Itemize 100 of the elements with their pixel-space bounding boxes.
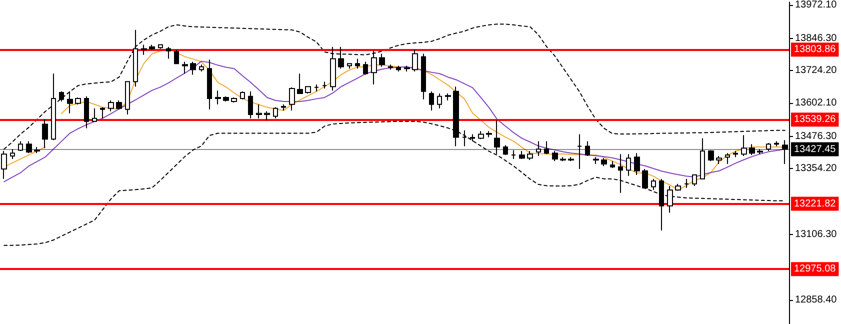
candlestick (593, 156, 599, 164)
candlestick (289, 86, 295, 111)
candlestick (10, 148, 15, 160)
candlestick (716, 156, 722, 164)
candlestick (75, 96, 81, 105)
candlestick (149, 44, 155, 50)
candlestick (445, 93, 451, 101)
candlestick (125, 81, 130, 115)
candlestick (379, 53, 385, 68)
candlestick (347, 63, 352, 70)
candlestick (610, 160, 615, 168)
candlestick (749, 144, 755, 156)
candlestick (618, 154, 623, 194)
candlestick (264, 110, 270, 121)
candlestick (503, 144, 508, 156)
y-tick-label: 13724.20 (795, 65, 838, 76)
ref-line-label: 13221.82 (794, 198, 836, 210)
candlestick (133, 29, 138, 88)
y-tick-label: 13602.10 (795, 98, 838, 109)
candlestick (182, 61, 188, 74)
candlestick (199, 64, 204, 72)
candlestick (215, 90, 221, 105)
y-tick-label: 13354.20 (795, 163, 838, 174)
candlestick (297, 73, 303, 94)
candlestick (256, 104, 262, 119)
candlestick (84, 96, 89, 129)
candlestick (692, 174, 697, 186)
candlestick (577, 134, 582, 170)
candlestick (560, 156, 566, 162)
candlestick (725, 152, 730, 164)
candlestick (363, 61, 368, 76)
candlestick (116, 100, 122, 110)
candlestick (421, 53, 426, 100)
candlestick (388, 64, 393, 70)
candlestick (757, 148, 763, 155)
candlestick (733, 150, 738, 158)
candlestick (92, 108, 97, 122)
ref-line-label: 12975.08 (794, 264, 836, 275)
candlestick (371, 50, 377, 86)
candlestick (51, 73, 56, 141)
candlestick (511, 150, 516, 160)
candlestick (207, 59, 212, 110)
candlestick (322, 81, 327, 89)
candlestick (59, 90, 64, 102)
candlestick (338, 46, 344, 70)
candlestick (355, 58, 360, 70)
y-tick-label: 12858.40 (795, 294, 838, 306)
candlestick (429, 90, 434, 111)
candlestick (141, 44, 147, 56)
candlestick (166, 46, 171, 60)
candlestick (174, 49, 179, 64)
candlestick (766, 142, 771, 152)
candlestick (568, 156, 574, 162)
candlestick (223, 96, 229, 102)
candlestick (281, 104, 286, 111)
candlestick (330, 46, 336, 92)
y-tick-label: 13476.30 (795, 130, 838, 142)
candlestick (527, 150, 533, 161)
candlestick (412, 49, 418, 72)
candlestick (601, 158, 607, 167)
candlestick (108, 100, 114, 112)
candlestick (462, 130, 467, 147)
candlestick (437, 93, 442, 109)
candlestick (626, 154, 631, 176)
candlestick (231, 96, 237, 104)
candlestick (642, 168, 648, 188)
candlestick (248, 90, 253, 119)
y-tick-label: 13846.30 (795, 32, 838, 44)
y-tick-label: 13972.10 (795, 0, 838, 10)
candlestick (519, 150, 525, 160)
ref-line-label: 13427.45 (794, 144, 836, 155)
candlestick (774, 140, 779, 147)
candlestick (708, 150, 714, 162)
candlestick (552, 150, 558, 162)
ref-line-label: 13539.26 (794, 114, 836, 126)
candlestick (684, 178, 689, 188)
candlestick (585, 140, 590, 157)
candlestick (42, 118, 48, 149)
candlestick (305, 86, 311, 94)
candlestick (741, 134, 747, 157)
candlestick (67, 90, 73, 114)
candlestick (667, 185, 673, 214)
candlestick (18, 140, 23, 152)
candlestick (544, 140, 549, 155)
candlestick (273, 106, 278, 119)
candlestick (478, 130, 484, 140)
candlestick (536, 140, 541, 157)
candlestick (404, 65, 410, 72)
candlestick (486, 130, 492, 138)
candlestick (470, 134, 475, 142)
candlestick (700, 138, 705, 180)
ref-line-label: 13803.86 (794, 44, 836, 56)
candlestick (651, 178, 656, 190)
candlestick (634, 152, 640, 176)
candlestick (26, 140, 32, 154)
y-tick-label: 13106.30 (795, 228, 838, 240)
candlestick (100, 106, 105, 119)
candlestick (314, 84, 319, 92)
candlestick (34, 146, 40, 154)
candlestick (675, 183, 681, 192)
